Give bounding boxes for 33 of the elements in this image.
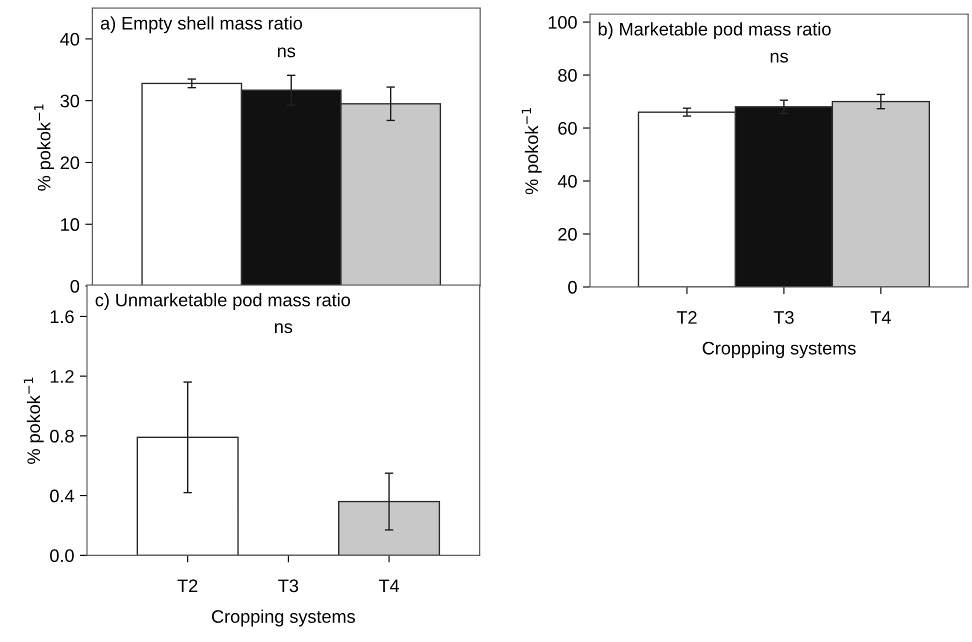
x-tick-label: T4 [870,311,891,324]
y-axis-title: % pokok$^{−1}$ [522,108,542,194]
x-tick-label: T4 [378,580,400,592]
annotation: ns [275,323,292,334]
y-tick-label: 60 [558,122,577,135]
y-tick-label: 30 [60,94,80,108]
chart-title: a) Empty shell mass ratio [100,16,302,34]
y-axis-title: % pokok$^{−1}$ [34,104,54,191]
y-tick-label: 1.6 [50,310,74,324]
x-tick-label: T2 [178,579,198,592]
y-tick-label: 0.4 [50,490,74,502]
y-tick-label: 40 [558,174,577,188]
chart-title: b) Marketable pod mass ratio [598,22,831,40]
chart-title: c) Unmarketable pod mass ratio [96,293,350,310]
y-tick-label: 0 [568,280,577,294]
x-tick-label: T3 [278,579,298,592]
y-axis-title: % pokok$^{−1}$ [24,378,44,464]
y-tick-label: 100 [548,16,577,29]
annotation: ns [770,52,788,63]
x-axis-title: Cropping systems [212,610,355,626]
y-tick-label: 20 [60,156,80,170]
annotation: ns [278,47,296,58]
x-tick-label: T3 [774,311,794,324]
y-tick-label: 0.8 [50,430,74,443]
y-tick-label: 40 [60,32,80,46]
y-tick-label: 10 [61,218,80,231]
x-axis-title: Croppping systems [702,341,856,358]
x-tick-label: T2 [676,311,697,324]
y-tick-label: 20 [558,228,577,241]
y-tick-label: 80 [558,68,577,82]
y-tick-label: 1.2 [50,370,74,383]
y-tick-label: 0 [70,280,80,293]
y-tick-label: 0.0 [50,549,74,562]
